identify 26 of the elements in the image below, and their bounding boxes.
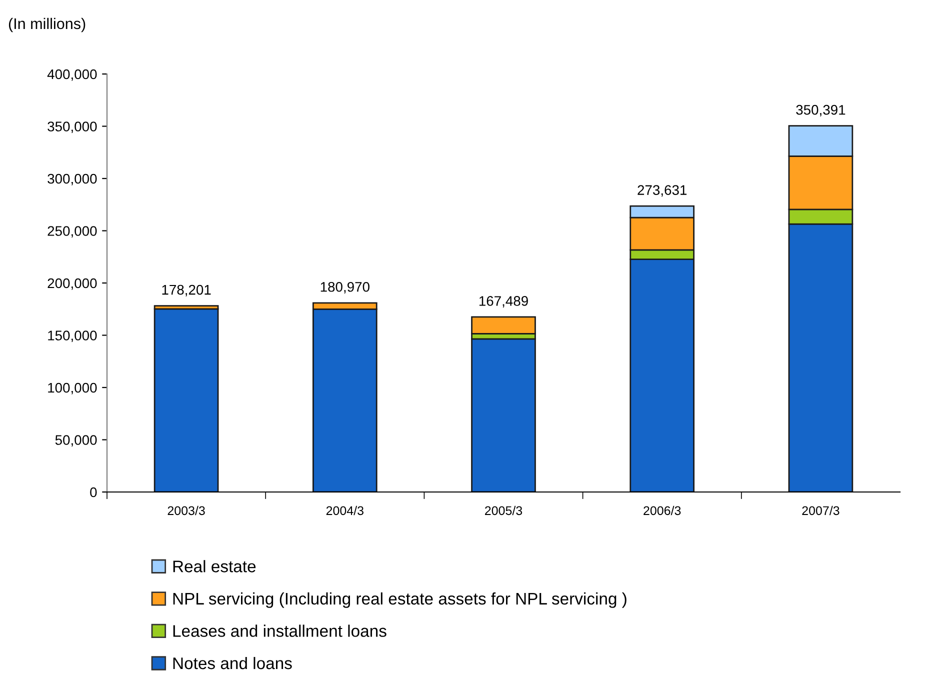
total-label: 273,631 bbox=[638, 185, 687, 197]
y-tick-label: 50,000 bbox=[55, 435, 97, 447]
legend-label: Leases and installment loans bbox=[173, 624, 386, 637]
total-label: 167,489 bbox=[479, 296, 528, 308]
x-tick-label: 2003/3 bbox=[168, 506, 205, 516]
total-label: 180,970 bbox=[320, 282, 370, 294]
y-tick-label: 200,000 bbox=[48, 278, 97, 290]
y-tick-label: 250,000 bbox=[48, 226, 97, 238]
x-tick-label: 2006/3 bbox=[644, 506, 681, 516]
total-label: 350,391 bbox=[796, 104, 846, 116]
x-tick-label: 2004/3 bbox=[326, 506, 364, 516]
y-tick-label: 0 bbox=[90, 487, 97, 498]
legend-label: Notes and loans bbox=[173, 656, 292, 670]
x-tick-label: 2005/3 bbox=[485, 506, 522, 516]
y-tick-label: 100,000 bbox=[48, 382, 97, 394]
total-label: 178,201 bbox=[162, 284, 211, 296]
y-tick-label: 400,000 bbox=[47, 69, 97, 81]
legend-label: Real estate bbox=[173, 560, 256, 572]
y-tick-label: 300,000 bbox=[48, 174, 97, 186]
bar bbox=[154, 308, 219, 492]
legend-label: NPL servicing (Including real estate assets for NPL servicing ) bbox=[173, 592, 626, 608]
x-tick-label: 2007/3 bbox=[802, 506, 840, 516]
y-tick-label: 150,000 bbox=[48, 330, 97, 342]
y-tick-label: 350,000 bbox=[48, 122, 97, 134]
y-axis-title: (In millions) bbox=[8, 18, 86, 32]
bar bbox=[471, 338, 536, 492]
